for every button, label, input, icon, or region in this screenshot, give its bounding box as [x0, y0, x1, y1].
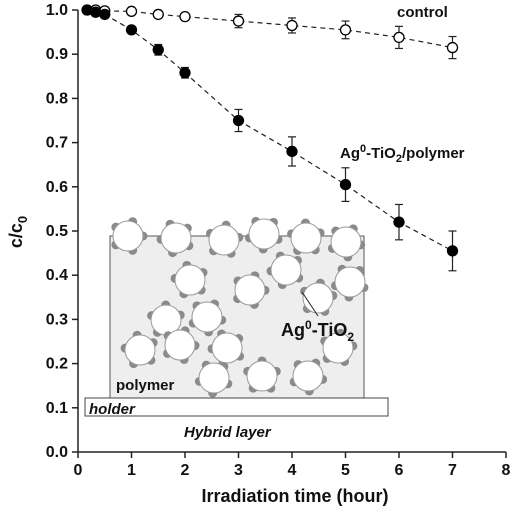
series-line	[86, 9, 453, 252]
x-tick-label: 0	[74, 462, 83, 479]
data-point	[339, 24, 352, 36]
tio2-particle	[124, 334, 156, 366]
x-tick-label: 7	[448, 462, 457, 479]
holder-plate	[84, 397, 389, 417]
tio2-particle	[164, 329, 196, 361]
data-point	[286, 145, 298, 158]
data-point	[179, 67, 191, 79]
tio2-particle	[174, 264, 206, 296]
tio2-particle	[248, 218, 280, 250]
nanoparticle	[163, 326, 200, 364]
nanoparticle	[188, 299, 227, 337]
nanoparticle	[170, 260, 208, 299]
y-tick-label: 0.7	[46, 135, 68, 152]
y-tick-label: 0.9	[46, 46, 68, 63]
data-point	[393, 216, 405, 228]
data-point	[125, 5, 138, 17]
series-layer	[81, 4, 459, 272]
nanoparticle	[266, 251, 304, 290]
nanoparticle	[320, 328, 358, 366]
data-point	[232, 15, 245, 27]
y-tick-label: 0.2	[46, 356, 68, 373]
data-point	[152, 44, 164, 56]
y-tick-label: 0.6	[46, 179, 68, 196]
y-tick-label: 0.8	[46, 90, 68, 107]
label-layer: control Ag0-TiO2/polymer Ag0-TiO2 polyme…	[6, 4, 465, 506]
nanoparticle	[194, 360, 233, 398]
y-tick-label: 1.0	[46, 2, 68, 19]
tio2-particle	[270, 254, 302, 286]
tio2-particle	[292, 360, 324, 392]
tio2-particle	[208, 224, 240, 256]
y-tick-label: 0.3	[46, 311, 68, 328]
y-axis-title: c/c0	[6, 216, 30, 248]
data-point	[90, 6, 102, 18]
data-point	[125, 24, 138, 36]
series-label-ag-tio2-polymer: Ag0-TiO2/polymer	[340, 143, 465, 165]
nanoparticle	[243, 356, 281, 393]
x-tick-label: 4	[288, 462, 297, 479]
y-tick-label: 0.0	[46, 444, 68, 461]
x-tick-label: 3	[234, 462, 243, 479]
y-tick-label: 0.5	[46, 223, 68, 240]
data-point	[393, 31, 405, 44]
nanoparticle	[289, 358, 328, 396]
nanoparticle	[111, 217, 148, 255]
tio2-particle	[198, 362, 230, 394]
tio2-particle	[290, 222, 322, 254]
y-tick-label: 0.4	[46, 267, 68, 284]
inset-diagram	[84, 216, 389, 417]
tio2-particle	[112, 220, 144, 252]
x-tick-label: 2	[181, 462, 190, 479]
tio2-particle	[322, 332, 354, 364]
nanoparticle	[327, 224, 366, 262]
x-tick-label: 6	[395, 462, 404, 479]
nanoparticle	[330, 264, 369, 302]
nanoparticle	[245, 216, 283, 254]
nanoparticle	[156, 219, 194, 258]
data-point	[446, 245, 459, 257]
inset-label-ag-tio2: Ag0-TiO2	[281, 318, 354, 344]
axes: 0 1 2 3 4 5 6 7 8 0.0 0.1 0.2 0.3 0.4 0.5 0.6 0.7 0.8 0.9 1…	[46, 2, 511, 479]
x-tick-label: 1	[127, 462, 136, 479]
data-point	[446, 41, 459, 54]
nanoparticle	[287, 218, 325, 255]
series-label-control: control	[397, 4, 448, 21]
x-tick-label: 8	[502, 462, 511, 479]
nanoparticle	[120, 330, 158, 369]
tio2-particle	[330, 226, 362, 258]
inset-label-holder: holder	[89, 401, 136, 418]
inset-label-hybrid-layer: Hybrid layer	[184, 424, 272, 441]
inset-pointer-line	[301, 291, 319, 317]
nanoparticle	[233, 271, 270, 309]
data-point	[232, 114, 245, 127]
series-ag-tio2-polymer	[81, 4, 459, 272]
tio2-particle	[302, 282, 334, 314]
tio2-particle	[191, 301, 223, 333]
tio2-particle	[211, 332, 243, 364]
tio2-particle	[160, 222, 192, 254]
tio2-particle	[234, 274, 266, 306]
data-point	[339, 178, 352, 191]
x-axis-title: Irradiation time (hour)	[201, 486, 388, 506]
data-point	[286, 19, 298, 32]
tio2-particle	[334, 266, 366, 298]
nanoparticle	[206, 220, 244, 258]
data-point	[152, 8, 164, 21]
data-point	[99, 8, 111, 21]
tio2-particle	[246, 360, 278, 392]
inset-label-polymer: polymer	[116, 377, 175, 394]
data-point	[179, 10, 191, 23]
y-tick-label: 0.1	[46, 400, 68, 417]
x-tick-label: 5	[341, 462, 350, 479]
